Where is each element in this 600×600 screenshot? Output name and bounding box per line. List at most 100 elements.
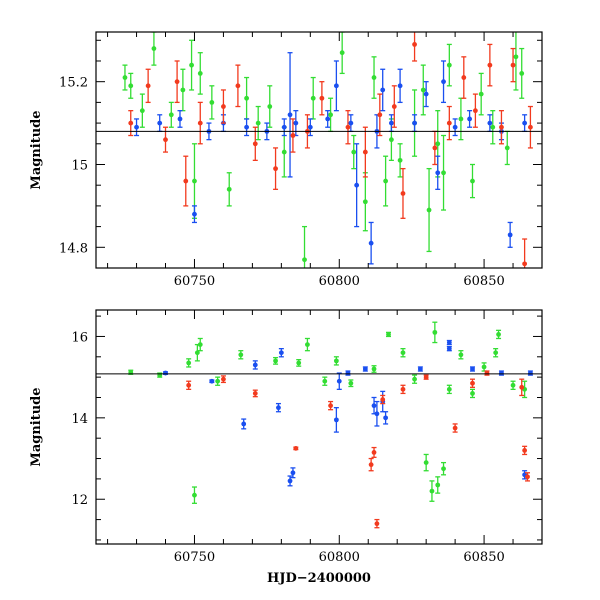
data-point xyxy=(362,366,368,372)
series-blue xyxy=(134,52,528,265)
data-point xyxy=(264,122,270,141)
series-blue xyxy=(163,339,533,487)
y-tick-label: 16 xyxy=(71,330,88,345)
y-tick-label: 12 xyxy=(71,493,88,508)
series-green xyxy=(122,32,525,268)
data-point xyxy=(481,362,487,372)
data-point xyxy=(452,118,458,137)
data-point xyxy=(197,337,203,352)
data-point xyxy=(510,380,516,391)
data-point xyxy=(220,89,226,124)
data-point xyxy=(215,376,221,386)
data-point xyxy=(469,388,475,399)
data-point xyxy=(191,486,197,504)
x-axis-label: HJD−2400000 xyxy=(267,571,371,586)
data-point xyxy=(435,155,441,190)
data-point xyxy=(446,384,452,395)
data-point xyxy=(504,130,510,166)
y-tick-label: 14 xyxy=(71,412,88,427)
data-point xyxy=(452,423,458,433)
data-point xyxy=(368,457,374,472)
data-point xyxy=(151,32,157,66)
data-point xyxy=(484,370,490,376)
data-point xyxy=(304,337,310,352)
data-point xyxy=(319,81,325,116)
data-point xyxy=(333,407,339,433)
data-point xyxy=(354,143,360,228)
data-point xyxy=(191,205,197,224)
data-point xyxy=(496,329,502,340)
data-point xyxy=(183,155,189,207)
data-point xyxy=(423,453,429,472)
data-point xyxy=(322,376,328,386)
data-point xyxy=(293,445,299,451)
data-point xyxy=(371,365,377,373)
data-point xyxy=(345,370,351,376)
data-point xyxy=(194,343,200,362)
data-point xyxy=(513,32,519,91)
data-point xyxy=(507,221,513,248)
data-point xyxy=(397,68,403,104)
data-point xyxy=(220,375,226,384)
x-tick-label: 60800 xyxy=(319,274,360,289)
data-point xyxy=(461,56,467,99)
data-point xyxy=(209,85,215,120)
data-point xyxy=(252,389,258,398)
bottom-axis-ticks: 60750 60800 60850 12 14 16 xyxy=(71,310,543,565)
data-point xyxy=(197,101,203,145)
top-data-marks xyxy=(122,32,533,268)
data-point xyxy=(472,93,478,128)
y-tick-label: 14.8 xyxy=(59,241,88,256)
data-point xyxy=(307,118,313,137)
data-point xyxy=(186,358,192,368)
data-point xyxy=(226,172,232,207)
data-point xyxy=(328,97,334,133)
data-point xyxy=(417,366,423,372)
data-point xyxy=(412,114,418,133)
data-point xyxy=(145,68,151,104)
data-point xyxy=(267,85,273,128)
data-point xyxy=(374,400,380,427)
data-point xyxy=(519,378,525,397)
x-tick-label: 60750 xyxy=(174,550,215,565)
data-point xyxy=(163,370,169,376)
data-point xyxy=(139,93,145,128)
data-point xyxy=(371,446,377,458)
data-point xyxy=(388,114,394,133)
data-point xyxy=(380,68,386,112)
data-point xyxy=(255,105,261,141)
data-point xyxy=(134,118,140,137)
x-tick-label: 60850 xyxy=(463,550,504,565)
x-tick-label: 60850 xyxy=(463,274,504,289)
data-point xyxy=(522,238,528,268)
data-point xyxy=(122,64,128,91)
data-point xyxy=(238,350,244,360)
data-point xyxy=(296,358,302,367)
data-point xyxy=(458,350,464,360)
data-point xyxy=(275,402,281,413)
data-point xyxy=(351,134,357,170)
data-point xyxy=(189,39,195,91)
data-point xyxy=(310,76,316,120)
top-y-axis-label: Magnitude xyxy=(29,110,44,189)
data-point xyxy=(400,384,406,395)
y-tick-label: 15 xyxy=(71,158,88,173)
data-point xyxy=(423,81,429,108)
series-green xyxy=(128,321,528,504)
data-point xyxy=(287,52,293,178)
series-red xyxy=(186,370,531,529)
data-point xyxy=(469,163,475,199)
series-red xyxy=(128,32,533,268)
data-point xyxy=(273,147,279,190)
data-point xyxy=(362,172,368,232)
data-point xyxy=(374,518,380,529)
data-point xyxy=(519,47,525,99)
data-point xyxy=(391,85,397,128)
data-point xyxy=(522,445,528,456)
data-point xyxy=(333,60,339,112)
data-point xyxy=(527,105,533,149)
x-tick-label: 60750 xyxy=(174,274,215,289)
data-point xyxy=(290,118,296,153)
data-point xyxy=(177,110,183,128)
